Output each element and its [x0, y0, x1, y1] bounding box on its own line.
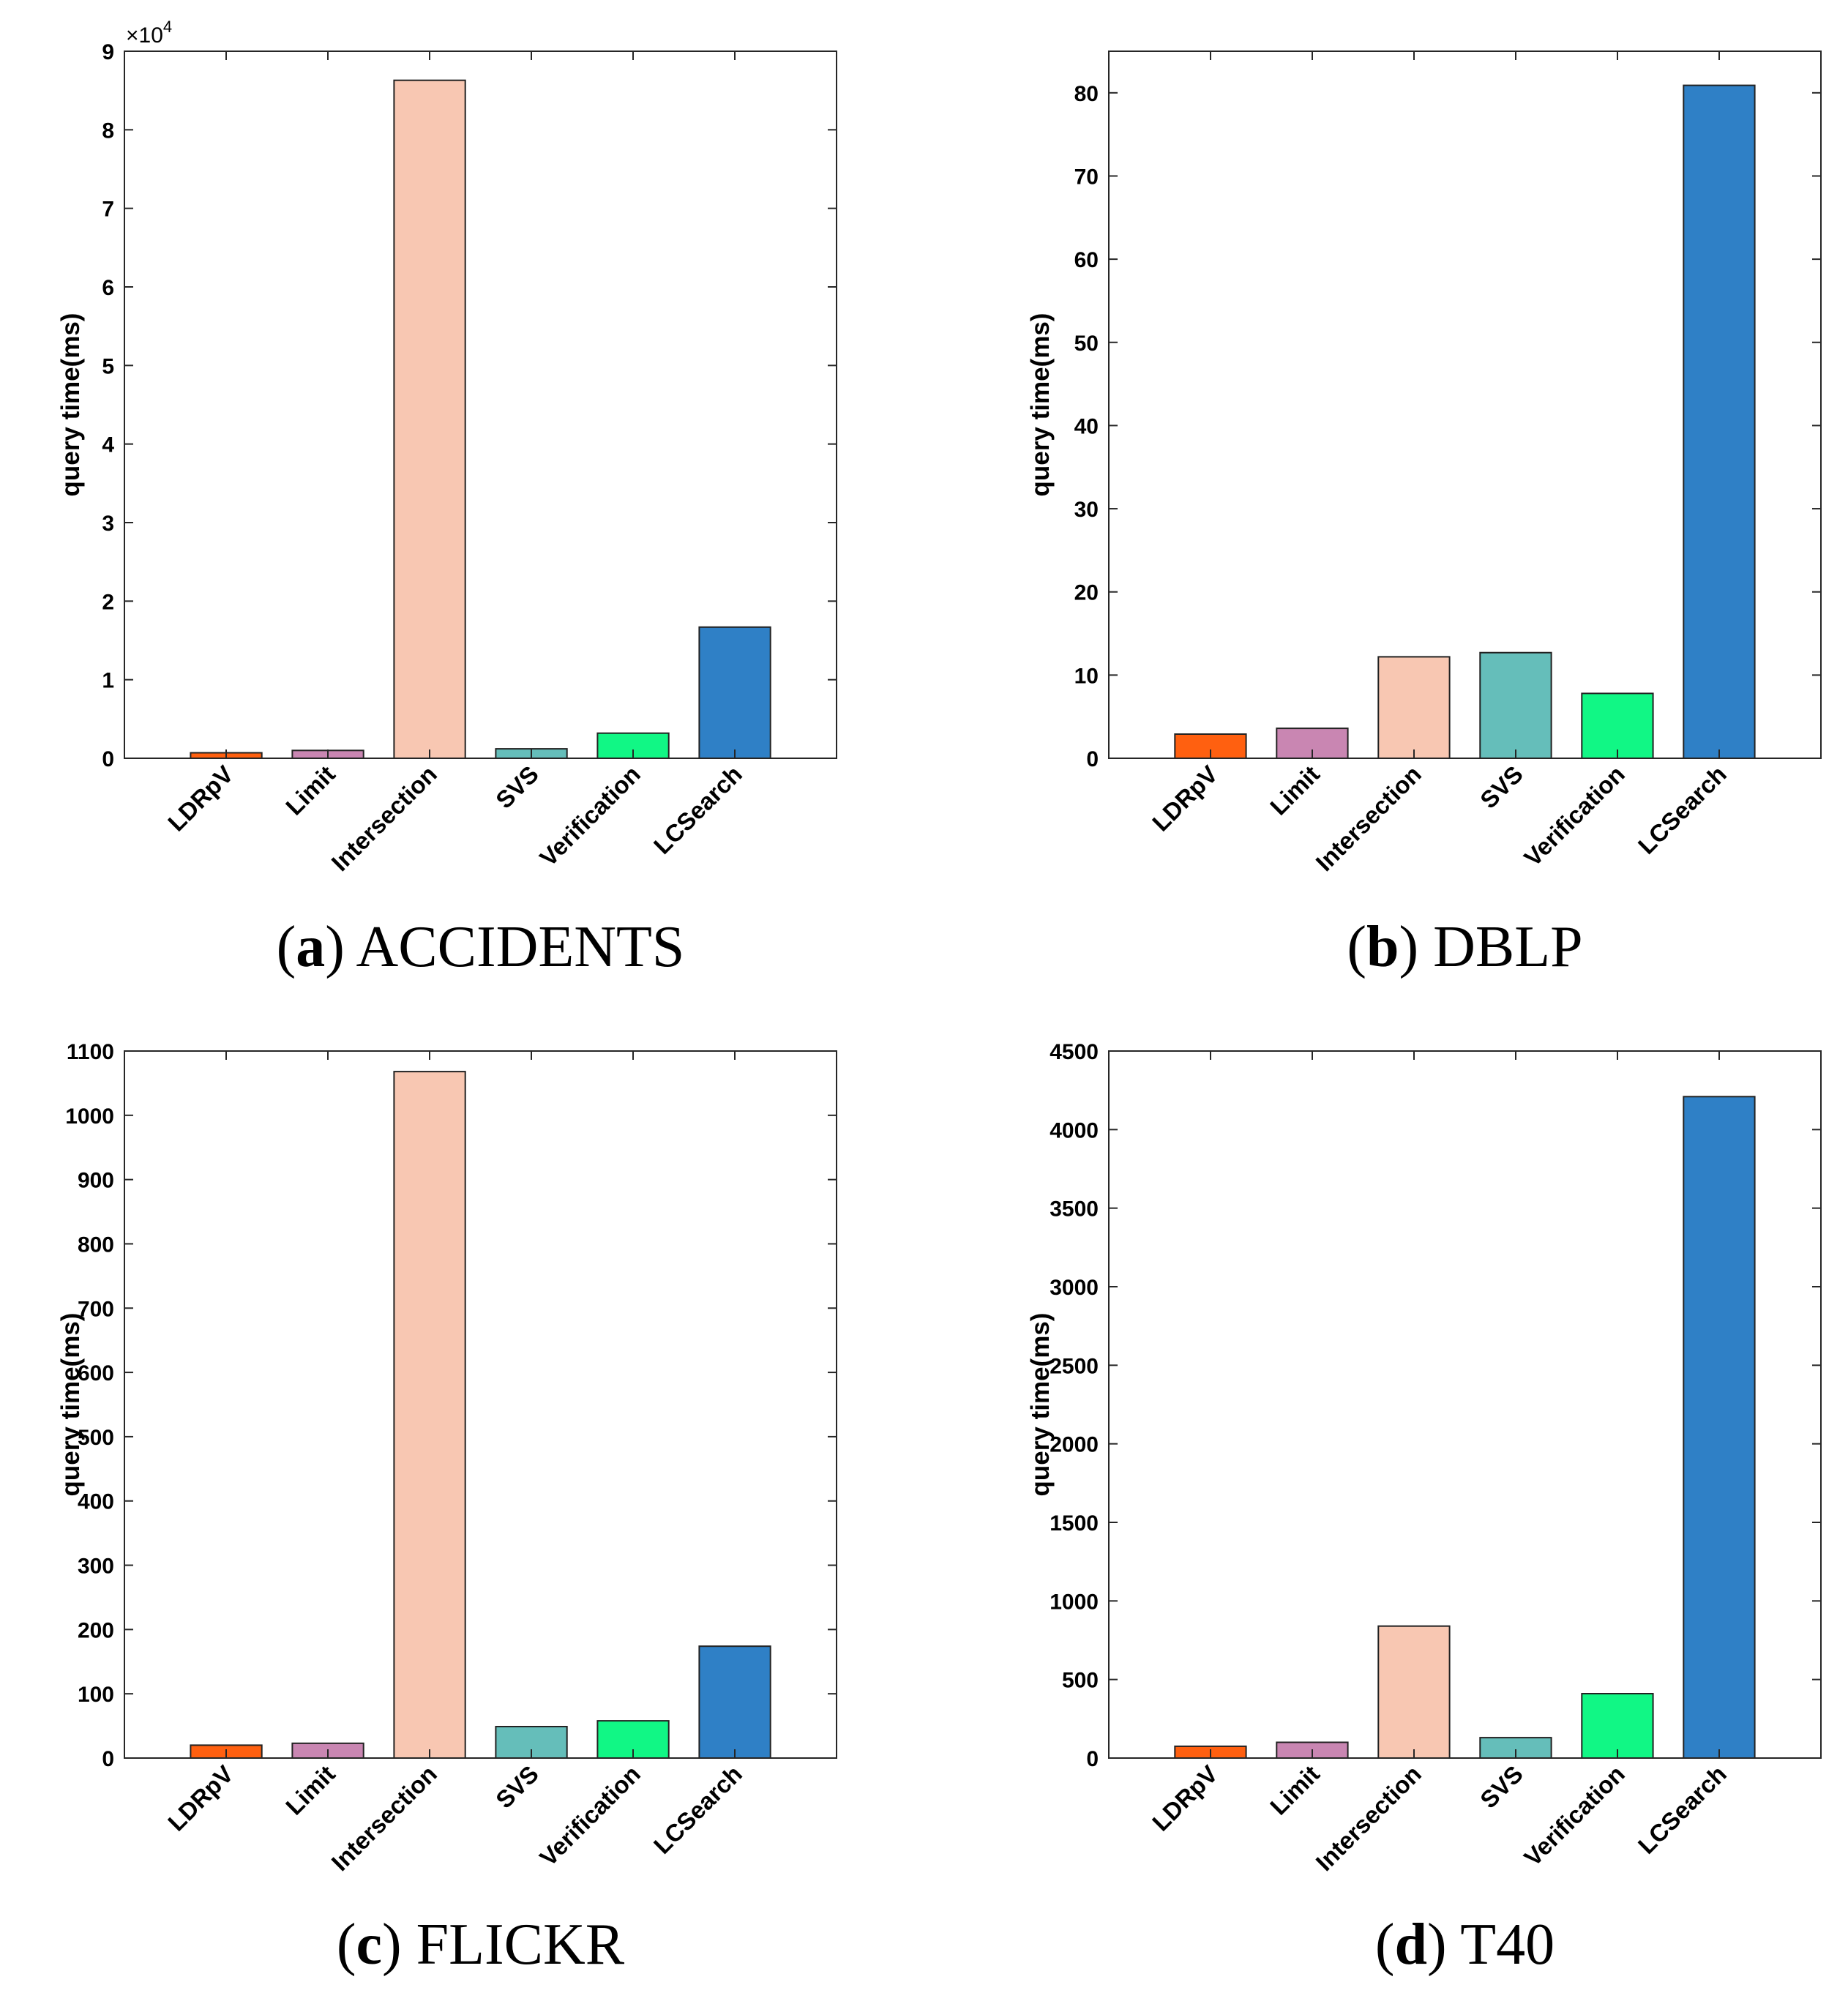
- y-axis-label: query time(ms): [56, 313, 85, 497]
- y-tick-label: 2: [102, 590, 114, 614]
- bar-intersection: [1377, 656, 1451, 760]
- bar-lcsearch: [1683, 1096, 1756, 1760]
- y-tick-label: 300: [78, 1555, 114, 1579]
- y-tick-label: 0: [102, 1747, 114, 1771]
- y-tick-label: 2000: [1050, 1433, 1099, 1457]
- y-tick-label: 200: [78, 1618, 114, 1642]
- y-tick-label: 1000: [1050, 1590, 1099, 1614]
- panel-caption: (d) T40: [1375, 1912, 1555, 1977]
- y-tick-label: 60: [1074, 248, 1099, 272]
- bar-svs: [1479, 651, 1552, 760]
- axes-frame: [124, 51, 837, 759]
- y-tick-label: 1000: [65, 1104, 114, 1129]
- x-tick-label: LCSearch: [1633, 1760, 1732, 1859]
- y-tick-label: 3: [102, 512, 114, 536]
- x-tick-label: SVS: [490, 1760, 544, 1814]
- x-tick-label: Verification: [1519, 1760, 1630, 1872]
- y-tick-label: 4: [102, 433, 114, 457]
- y-tick-label: 1: [102, 669, 114, 693]
- y-tick-label: 40: [1074, 414, 1099, 438]
- y-tick-label: 1100: [67, 1040, 114, 1064]
- axes-frame: [124, 1050, 837, 1759]
- y-tick-label: 600: [78, 1361, 114, 1386]
- y-tick-label: 500: [78, 1426, 114, 1450]
- y-tick-label: 700: [78, 1297, 114, 1321]
- x-tick-label: Intersection: [1311, 1760, 1426, 1876]
- y-tick-label: 20: [1074, 581, 1099, 605]
- y-tick-label: 6: [102, 276, 114, 300]
- y-tick-label: 9: [102, 40, 114, 64]
- y-tick-label: 500: [1062, 1669, 1099, 1693]
- x-tick-label: LCSearch: [648, 1760, 747, 1859]
- y-tick-label: 10: [1074, 664, 1099, 688]
- y-axis-label: query time(ms): [56, 1313, 85, 1497]
- x-tick-label: Limit: [280, 1760, 340, 1820]
- x-tick-label: Limit: [1265, 760, 1325, 820]
- bar-lcsearch: [698, 626, 771, 759]
- y-tick-label: 30: [1074, 498, 1099, 522]
- y-tick-label: 80: [1074, 82, 1099, 106]
- bar-intersection: [393, 1071, 466, 1759]
- x-tick-label: SVS: [490, 760, 544, 814]
- y-tick-label: 7: [102, 198, 114, 222]
- y-tick-label: 800: [78, 1233, 114, 1257]
- x-tick-label: Limit: [1265, 1760, 1325, 1820]
- x-tick-label: Verification: [1519, 760, 1630, 872]
- y-tick-label: 4500: [1050, 1040, 1099, 1064]
- y-tick-label: 3500: [1050, 1197, 1099, 1222]
- y-tick-label: 900: [78, 1169, 114, 1193]
- y-tick-label: 100: [78, 1683, 114, 1707]
- x-tick-label: LDRpV: [162, 760, 239, 837]
- y-tick-label: 4000: [1050, 1118, 1099, 1143]
- y-tick-label: 50: [1074, 332, 1099, 356]
- x-tick-label: SVS: [1475, 760, 1528, 814]
- x-tick-label: Intersection: [1311, 760, 1426, 876]
- x-tick-label: Verification: [534, 1760, 646, 1872]
- bar-verification: [1581, 692, 1654, 760]
- y-axis-label: query time(ms): [1026, 313, 1055, 497]
- x-tick-label: SVS: [1475, 1760, 1528, 1814]
- chart-panel-c: 0 100 200 300 400 500 600 700 800 900 1000 1100 LDRp…: [56, 1040, 837, 1977]
- y-tick-label: 8: [102, 119, 114, 143]
- y-tick-label: 0: [1086, 747, 1099, 771]
- y-tick-label: 400: [78, 1490, 114, 1514]
- y-axis-multiplier: ×104: [126, 18, 172, 48]
- panel-caption: (a) ACCIDENTS: [277, 915, 685, 979]
- bar-intersection: [393, 79, 466, 759]
- x-tick-label: Limit: [280, 760, 340, 820]
- y-tick-label: 1500: [1050, 1511, 1099, 1536]
- bar-lcsearch: [1683, 84, 1756, 760]
- bar-lcsearch: [698, 1645, 771, 1759]
- x-tick-label: LDRpV: [1147, 1760, 1223, 1836]
- axes-frame: [1108, 1050, 1822, 1759]
- chart-panel-d: 0 500 1000 1500 2000 2500 3000 3500 4000 4500 LDRp…: [1026, 1040, 1822, 1977]
- panel-caption: (b) DBLP: [1347, 915, 1582, 979]
- bar-verification: [1581, 1693, 1654, 1759]
- y-tick-label: 2500: [1050, 1354, 1099, 1378]
- y-tick-label: 0: [1086, 1747, 1099, 1771]
- x-tick-label: Intersection: [326, 760, 442, 876]
- panel-caption: (c) FLICKR: [337, 1912, 625, 1977]
- x-tick-label: LCSearch: [648, 760, 747, 859]
- y-tick-label: 0: [102, 747, 114, 771]
- x-tick-label: Verification: [534, 760, 646, 872]
- bar-intersection: [1377, 1625, 1451, 1759]
- x-tick-label: LDRpV: [1147, 760, 1223, 837]
- y-tick-label: 70: [1074, 165, 1099, 189]
- y-tick-label: 5: [102, 354, 114, 378]
- x-tick-label: LDRpV: [162, 1760, 239, 1836]
- y-tick-label: 3000: [1050, 1276, 1099, 1300]
- y-axis-label: query time(ms): [1026, 1313, 1055, 1497]
- x-tick-label: Intersection: [326, 1760, 442, 1876]
- x-tick-label: LCSearch: [1633, 760, 1732, 859]
- axes-frame: [1108, 51, 1822, 759]
